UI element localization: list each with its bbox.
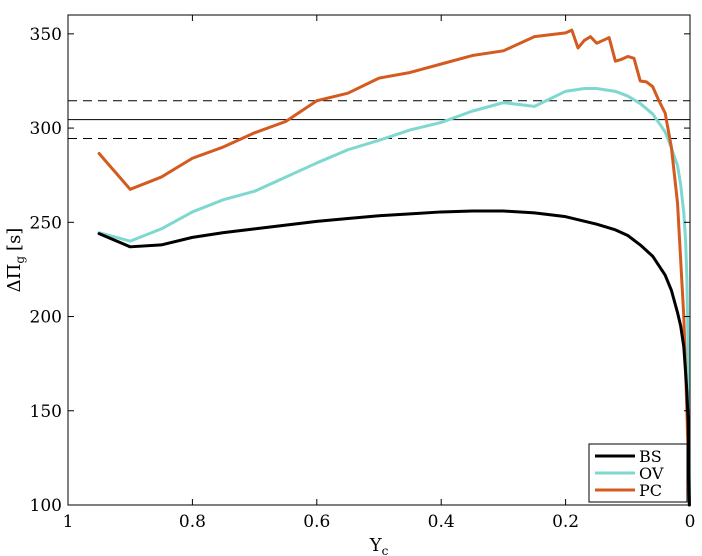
y-tick-label: 300 — [30, 119, 62, 139]
y-tick-label: 150 — [30, 402, 62, 422]
series-line-pc — [97, 28, 691, 507]
x-tick-label: 1 — [63, 512, 74, 532]
legend-label-pc: PC — [639, 481, 662, 500]
x-tick-label: 0.6 — [303, 512, 330, 532]
x-axis-label-sub: c — [382, 544, 389, 556]
x-axis-label-main: Y — [369, 535, 383, 556]
y-tick-label: 100 — [30, 496, 62, 516]
y-axis-label-unit: [s] — [4, 228, 25, 251]
plot-frame — [67, 14, 691, 506]
series-line-ov — [97, 87, 691, 507]
y-axis-label: ΔΠg [s] — [4, 228, 27, 293]
x-tick-label: 0 — [685, 512, 696, 532]
y-axis-label-sub: g — [13, 256, 27, 264]
series-line-bs — [97, 209, 691, 507]
legend-label-bs: BS — [639, 447, 662, 466]
y-tick-label: 350 — [30, 25, 62, 45]
series-layer — [97, 28, 691, 507]
x-tick-label: 0.8 — [179, 512, 206, 532]
reference-lines — [68, 100, 690, 139]
y-axis-label-main: ΔΠ — [4, 264, 25, 293]
y-tick-label: 250 — [30, 213, 62, 233]
x-tick-label: 0.2 — [552, 512, 579, 532]
legend-label-ov: OV — [639, 464, 664, 483]
x-axis-label: Yc — [369, 535, 389, 556]
axis-ticks: 1 0.8 0.6 0.4 0.2 0 100 150 200 250 300 350 — [30, 15, 696, 532]
x-tick-label: 0.4 — [428, 512, 455, 532]
y-tick-label: 200 — [30, 308, 62, 328]
